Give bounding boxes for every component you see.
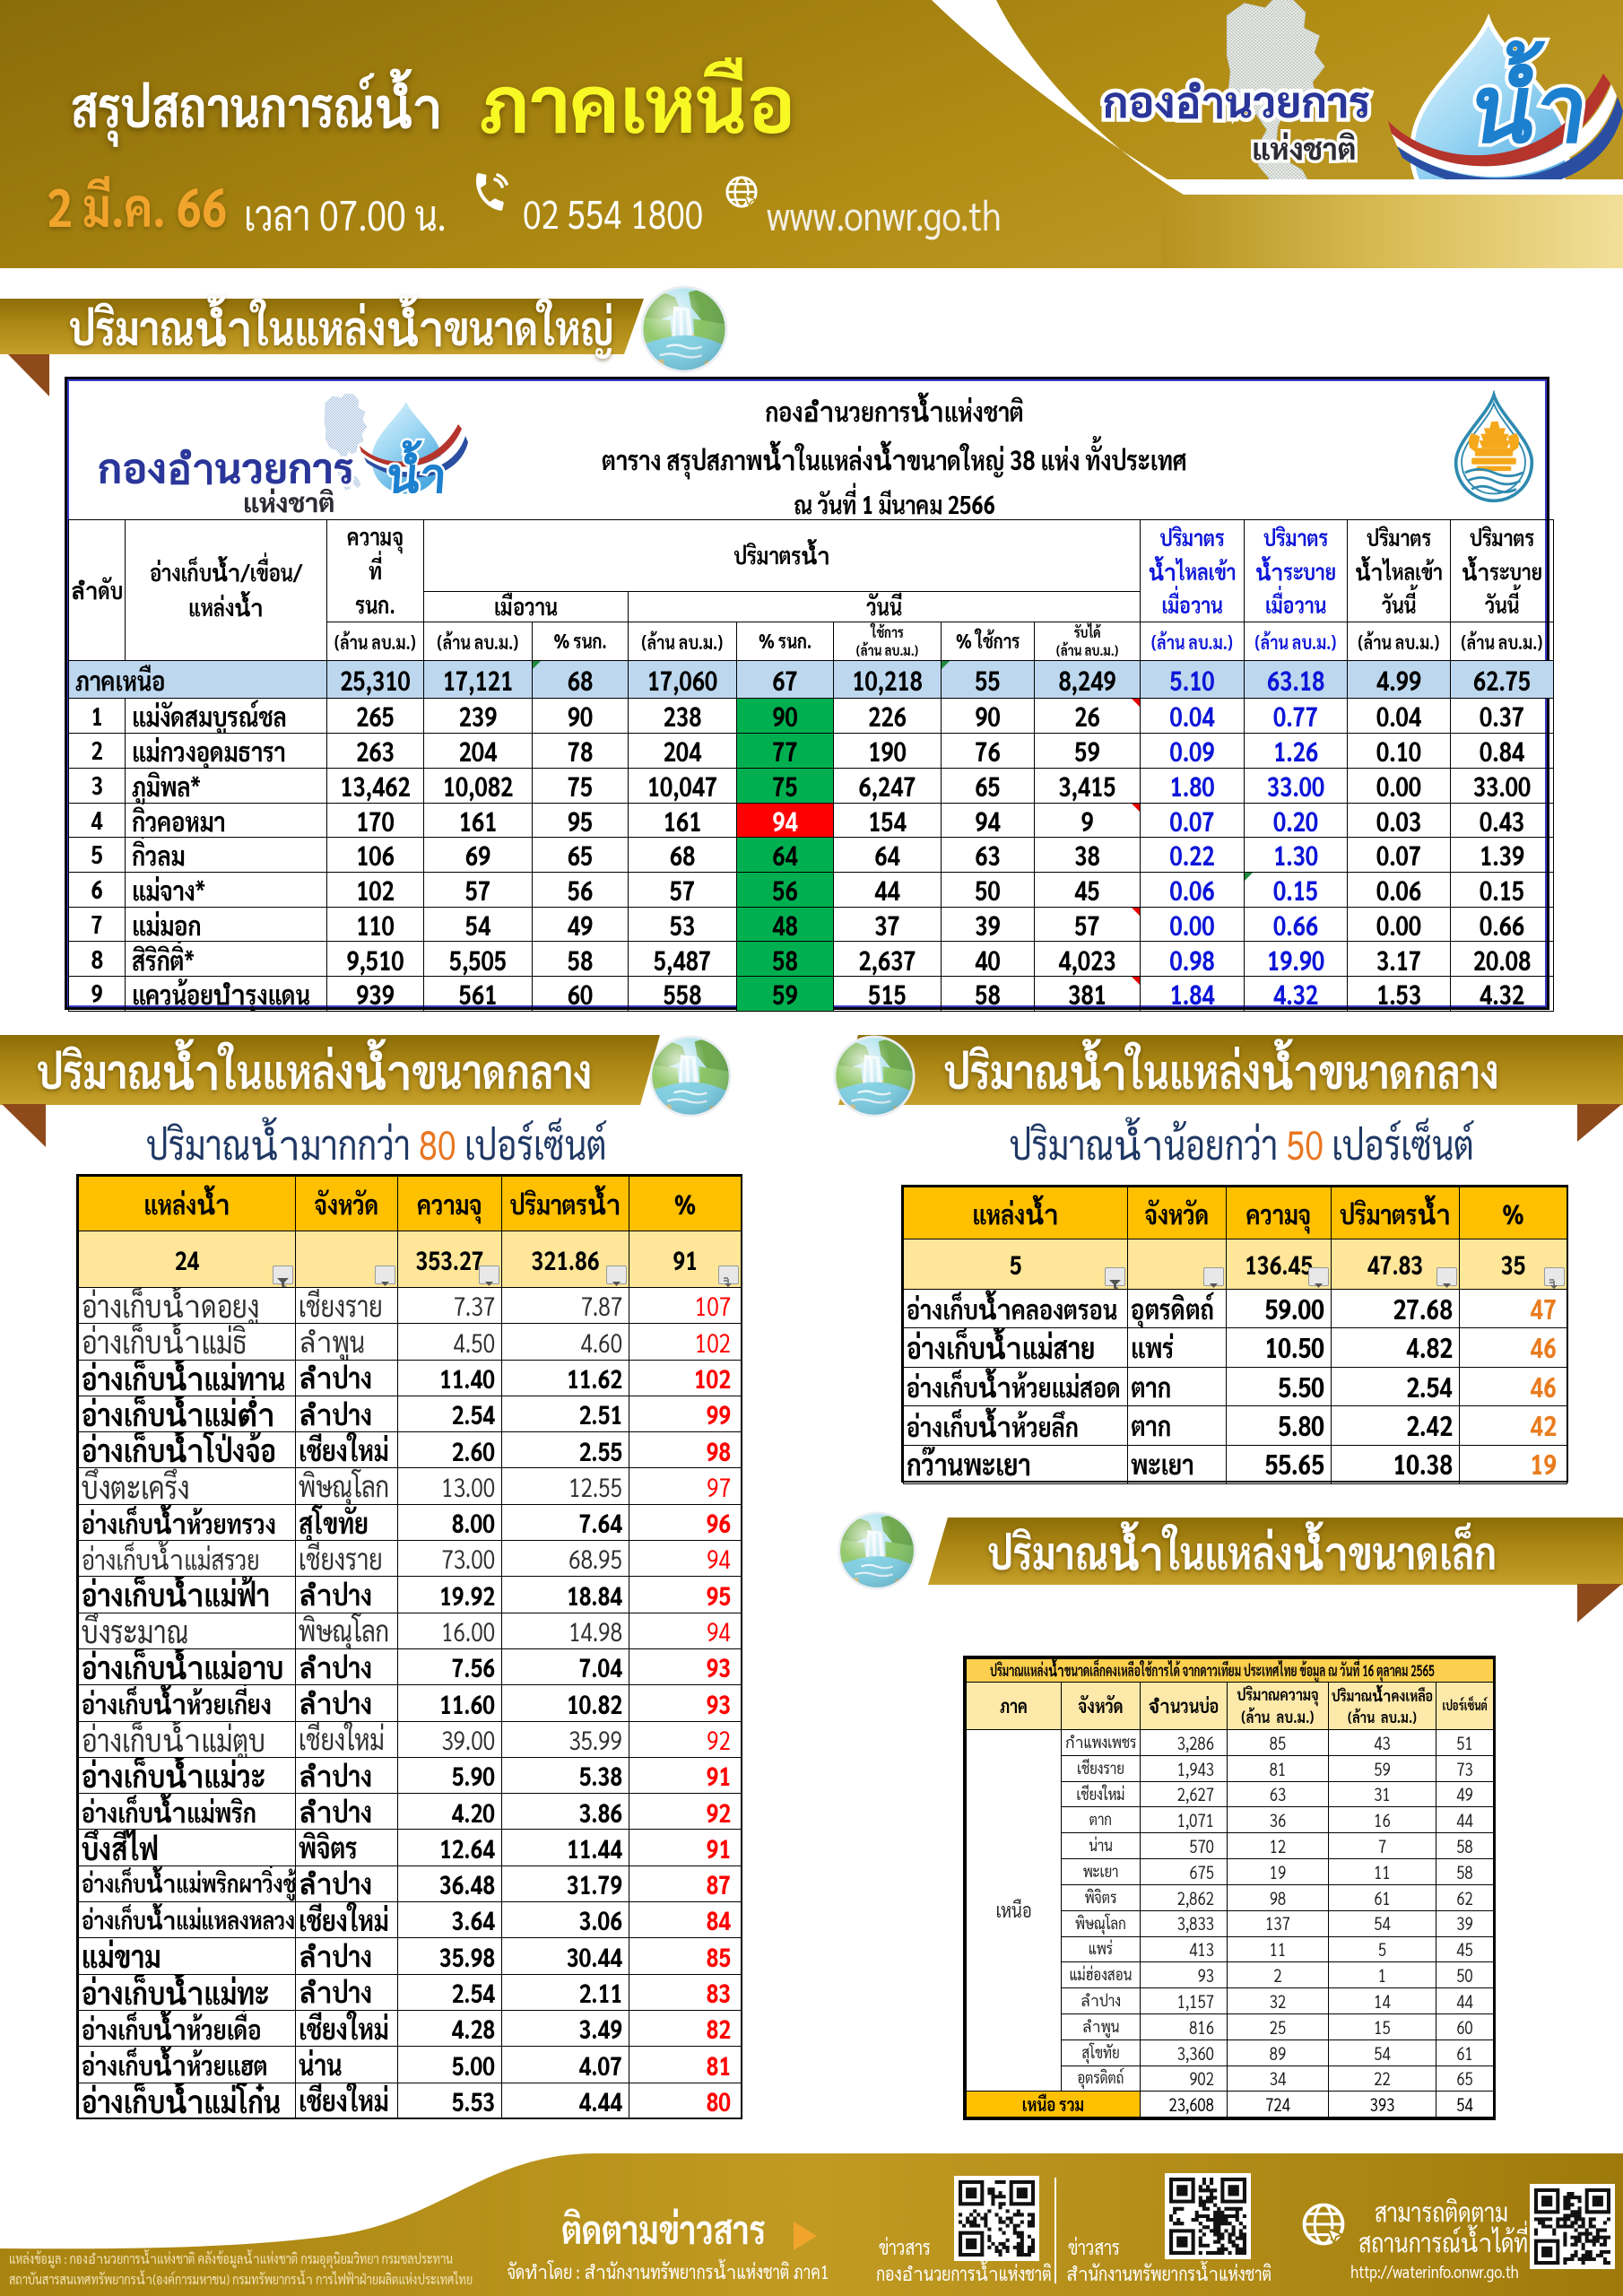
svg-text:กองอำนวยการ: กองอำนวยการ [98, 439, 354, 493]
svg-text:แห่งชาติ: แห่งชาติ [243, 484, 334, 518]
svg-text:กองอำนวยการ: กองอำนวยการ [98, 439, 354, 493]
svg-text:แห่งชาติ: แห่งชาติ [243, 484, 334, 518]
svg-text:น้ำ: น้ำ [385, 440, 449, 504]
svg-text:น้ำ: น้ำ [385, 440, 449, 504]
